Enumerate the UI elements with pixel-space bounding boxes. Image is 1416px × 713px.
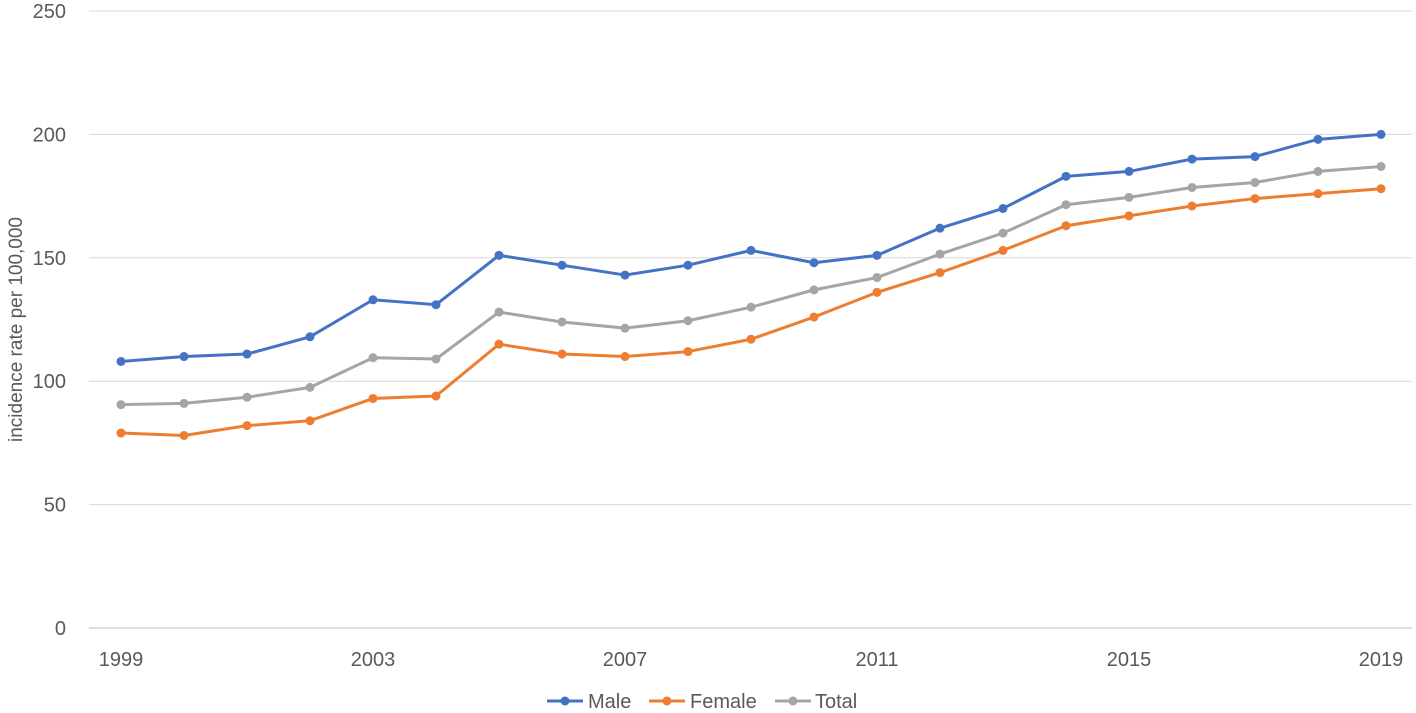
data-point-total (809, 285, 819, 295)
data-point-total (557, 317, 567, 327)
data-point-total (746, 302, 756, 312)
data-point-female (557, 349, 567, 359)
data-point-male (683, 260, 693, 270)
series-female (116, 184, 1386, 440)
data-point-total (1061, 200, 1071, 210)
data-point-male (620, 270, 630, 280)
data-point-total (431, 354, 441, 364)
data-point-female (998, 245, 1008, 255)
data-point-female (242, 421, 252, 431)
x-tick-label: 2007 (603, 649, 648, 671)
legend-item-total: Total (775, 691, 857, 713)
data-point-total (116, 400, 126, 410)
y-axis-title: incidence rate per 100,000 (6, 217, 27, 442)
data-point-female (809, 312, 819, 322)
data-point-male (116, 356, 126, 366)
data-point-male (935, 223, 945, 233)
data-point-total (368, 353, 378, 363)
series-male (116, 129, 1386, 366)
x-tick-label: 2019 (1359, 649, 1404, 671)
legend: Male Female Total (547, 691, 857, 713)
data-point-total (1187, 182, 1197, 192)
data-point-male (872, 250, 882, 260)
y-tick-label: 100 (33, 371, 66, 393)
data-point-female (116, 428, 126, 438)
y-tick-label: 250 (33, 1, 66, 23)
data-point-total (242, 392, 252, 402)
data-point-total (620, 323, 630, 333)
data-point-male (1313, 134, 1323, 144)
data-point-male (1124, 166, 1134, 176)
y-tick-label: 200 (33, 124, 66, 146)
data-point-female (1124, 211, 1134, 221)
legend-item-male: Male (547, 691, 631, 713)
data-point-female (494, 339, 504, 349)
data-point-total (683, 316, 693, 326)
data-point-male (368, 295, 378, 305)
x-tick-label: 2003 (351, 649, 396, 671)
data-point-male (557, 260, 567, 270)
x-tick-label: 2011 (855, 649, 898, 671)
data-point-female (368, 393, 378, 403)
data-point-total (1376, 161, 1386, 171)
data-point-total (998, 228, 1008, 238)
legend-label: Total (815, 691, 857, 713)
data-point-total (1124, 192, 1134, 202)
data-point-total (179, 398, 189, 408)
data-point-male (746, 245, 756, 255)
axes: 0 50 100 150 200 250 1999 2003 2007 2011 2015 2019 i… (6, 1, 1412, 671)
legend-item-female: Female (649, 691, 757, 713)
data-point-female (305, 416, 315, 426)
data-point-male (809, 258, 819, 268)
legend-marker (788, 696, 798, 706)
data-point-female (683, 347, 693, 357)
data-point-male (431, 300, 441, 310)
data-point-female (872, 287, 882, 297)
data-point-total (1250, 178, 1260, 188)
data-point-male (1187, 154, 1197, 164)
series-line-female (119, 187, 1383, 437)
data-point-total (872, 273, 882, 283)
data-point-male (242, 349, 252, 359)
y-tick-label: 0 (55, 618, 66, 640)
data-point-female (620, 352, 630, 362)
series-total (116, 161, 1386, 410)
data-point-female (746, 334, 756, 344)
legend-label: Male (588, 691, 631, 713)
data-point-male (1061, 171, 1071, 181)
x-tick-label: 2015 (1107, 649, 1152, 671)
data-point-total (494, 307, 504, 317)
legend-label: Female (690, 691, 757, 713)
legend-marker (560, 696, 570, 706)
data-point-male (179, 352, 189, 362)
data-point-male (1250, 152, 1260, 162)
data-point-female (179, 430, 189, 440)
data-point-female (1187, 201, 1197, 211)
data-point-male (305, 332, 315, 342)
data-point-female (1061, 221, 1071, 231)
legend-marker (662, 696, 672, 706)
y-tick-label: 150 (33, 248, 66, 270)
data-point-male (998, 203, 1008, 213)
data-point-total (305, 382, 315, 392)
y-tick-label: 50 (44, 495, 66, 517)
data-point-female (1250, 194, 1260, 204)
data-point-total (935, 249, 945, 259)
data-point-female (431, 391, 441, 401)
data-point-total (1313, 166, 1323, 176)
data-point-male (494, 250, 504, 260)
data-point-female (1313, 189, 1323, 199)
data-point-male (1376, 129, 1386, 139)
data-point-female (935, 268, 945, 278)
series-lines (116, 129, 1386, 440)
data-point-female (1376, 184, 1386, 194)
x-tick-label: 1999 (99, 649, 144, 671)
gridlines (89, 10, 1412, 506)
